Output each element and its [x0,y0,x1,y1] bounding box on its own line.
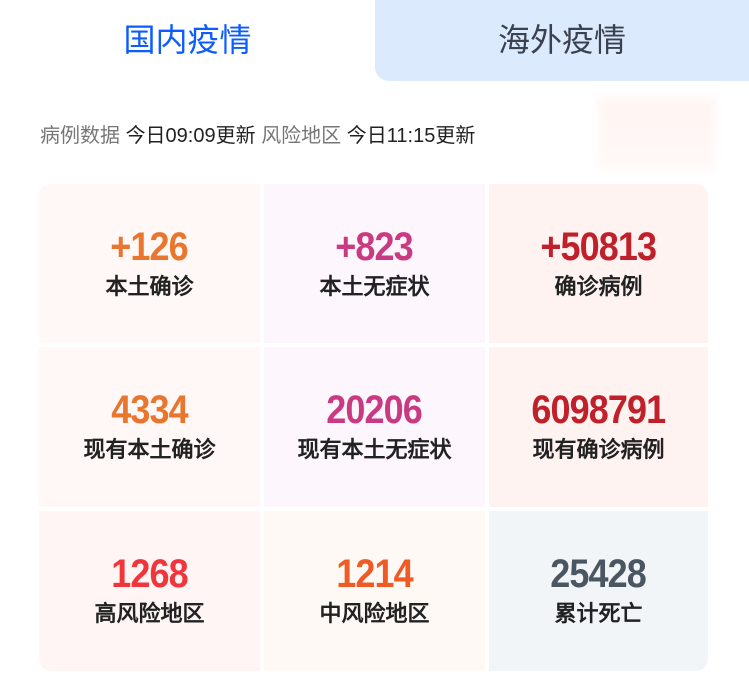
stat-value: +50813 [540,225,658,269]
stat-card: 6098791 现有确诊病例 [489,347,708,507]
case-data-time: 今日09:09更新 [125,125,256,147]
stat-value: +126 [110,225,189,269]
stat-value: 6098791 [531,388,667,432]
stat-card: +126 本土确诊 [39,184,260,343]
tab-bar: 海外疫情 国内疫情 [0,0,749,81]
stat-value: 1214 [336,552,413,596]
stats-grid: +126 本土确诊 +823 本土无症状 +50813 确诊病例 4334 现有本土确诊 202… [39,184,708,671]
stat-value: 1268 [111,552,188,596]
stat-value: 20206 [326,388,424,432]
stat-card: 1268 高风险地区 [39,511,260,671]
stat-label: 现有本土确诊 [83,437,216,462]
stat-label: 现有确诊病例 [532,437,665,462]
risk-area-time: 今日11:15更新 [346,125,476,147]
stat-label: 累计死亡 [554,601,643,626]
stat-label: 现有本土无症状 [297,437,452,462]
stat-card: +50813 确诊病例 [489,184,708,343]
stat-label: 中风险地区 [319,601,430,626]
stat-label: 确诊病例 [554,274,643,299]
blurred-decoration [598,98,716,170]
stat-card: 20206 现有本土无症状 [264,347,485,507]
stat-value: 25428 [550,552,648,596]
stat-card: 1214 中风险地区 [264,511,485,671]
stat-card: +823 本土无症状 [264,184,485,343]
update-info: 病例数据 今日09:09更新 风险地区 今日11:15更新 [40,122,475,150]
stat-card: 4334 现有本土确诊 [39,347,260,507]
risk-area-label: 风险地区 [261,125,342,147]
tab-label: 国内疫情 [123,22,252,58]
tab-overseas[interactable]: 海外疫情 [375,0,749,81]
stat-label: 本土无症状 [319,274,430,299]
tab-label: 海外疫情 [497,22,626,58]
tab-domestic[interactable]: 国内疫情 [0,0,375,81]
stat-value: +823 [335,225,414,269]
case-data-label: 病例数据 [40,125,120,147]
stat-value: 4334 [111,388,188,432]
stat-label: 本土确诊 [105,274,194,299]
stat-label: 高风险地区 [94,601,205,626]
stat-card: 25428 累计死亡 [489,511,708,671]
